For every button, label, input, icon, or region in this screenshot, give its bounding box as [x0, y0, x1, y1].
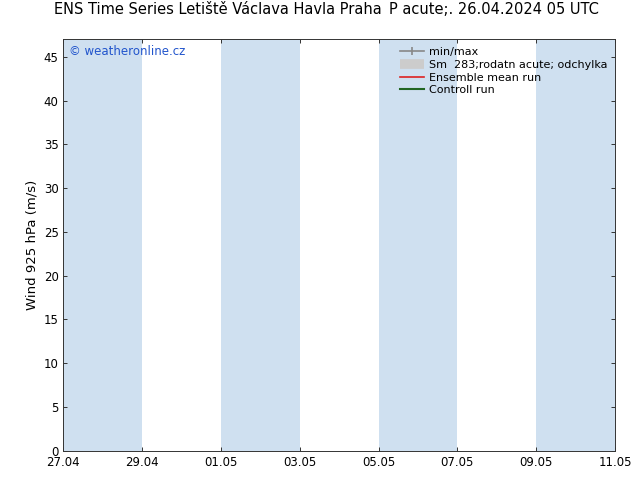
- Legend: min/max, Sm  283;rodatn acute; odchylka, Ensemble mean run, Controll run: min/max, Sm 283;rodatn acute; odchylka, …: [398, 45, 609, 98]
- Text: © weatheronline.cz: © weatheronline.cz: [69, 46, 185, 58]
- Bar: [378, 39, 457, 451]
- Bar: [221, 39, 300, 451]
- Bar: [63, 39, 142, 451]
- Text: P acute;. 26.04.2024 05 UTC: P acute;. 26.04.2024 05 UTC: [389, 1, 598, 17]
- Text: ENS Time Series Letiště Václava Havla Praha: ENS Time Series Letiště Václava Havla Pr…: [54, 1, 382, 17]
- Y-axis label: Wind 925 hPa (m/s): Wind 925 hPa (m/s): [25, 180, 38, 310]
- Bar: [536, 39, 615, 451]
